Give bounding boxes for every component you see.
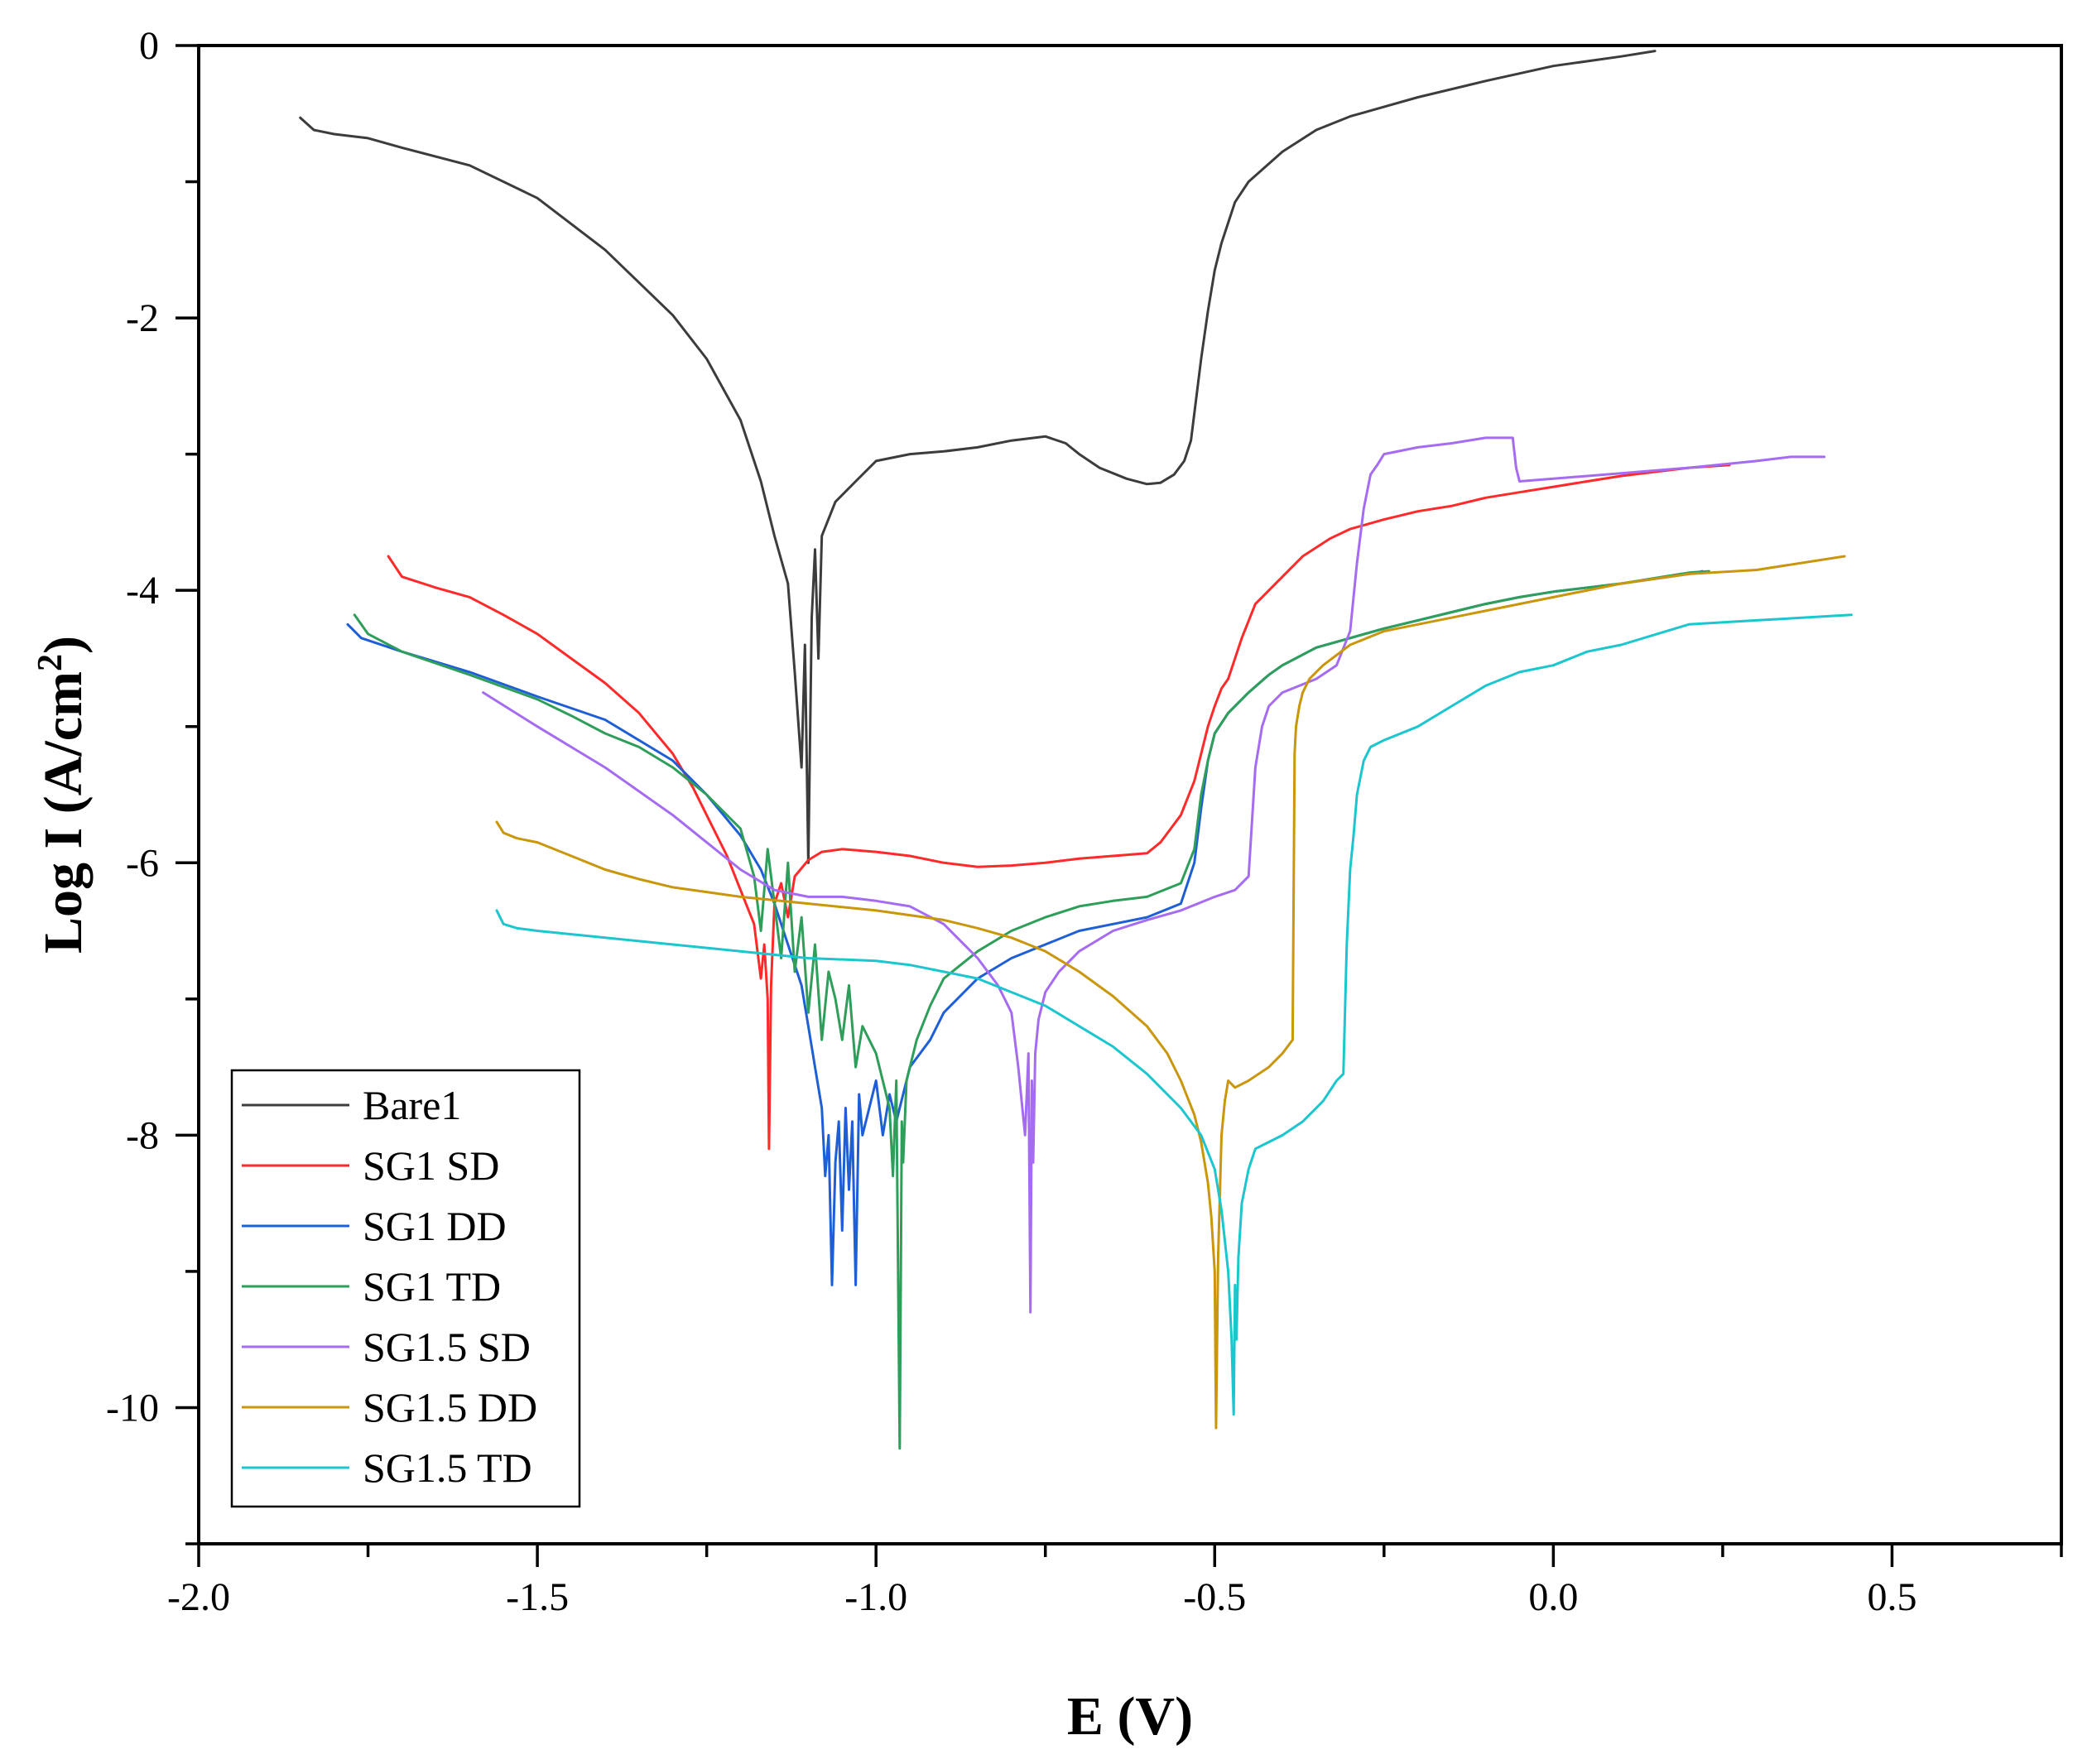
legend: Bare1 SG1 SD SG1 DD SG1 TD SG1.5 SD SG1.5 DD S… [230, 1069, 581, 1508]
legend-label: SG1.5 TD [363, 1444, 532, 1491]
y-tick-label: -6 [126, 841, 159, 885]
legend-label: SG1 DD [363, 1203, 507, 1249]
y-axis-title-main: Log I (A/cm [33, 671, 94, 954]
legend-label: SG1.5 SD [363, 1324, 531, 1370]
y-axis-title: Log I (A/cm2) [31, 636, 94, 954]
legend-label: SG1.5 DD [363, 1384, 537, 1430]
x-tick-label: -1.5 [506, 1575, 569, 1619]
legend-box [230, 1069, 581, 1508]
y-tick-label: -8 [126, 1113, 159, 1157]
legend-label: SG1 SD [363, 1142, 499, 1189]
x-axis-title: E (V) [1067, 1686, 1193, 1747]
x-tick-label: 0.0 [1528, 1575, 1578, 1619]
series-line-bare1 [299, 50, 1657, 864]
x-tick-label: -1.0 [844, 1575, 907, 1619]
x-tick-label: -0.5 [1183, 1575, 1246, 1619]
plot-frame [197, 44, 2063, 1545]
series-line-sg1-5-td [495, 613, 1853, 1416]
y-tick-label: -10 [106, 1386, 159, 1430]
series-line-sg1-5-dd [495, 555, 1846, 1430]
series-line-sg1-5-sd [482, 436, 1826, 1314]
x-tick-label: 0.5 [1867, 1575, 1916, 1619]
legend-label: Bare1 [363, 1082, 461, 1128]
series-line-sg1-td [353, 570, 1710, 1450]
series-layer [299, 50, 1853, 1450]
series-line-sg1-sd [387, 464, 1731, 1151]
legend-entries: Bare1 SG1 SD SG1 DD SG1 TD SG1.5 SD SG1.5 DD S… [242, 1082, 537, 1491]
x-axis-ticks: -2.0 -1.5 -1.0 -0.5 0.0 0.5 [167, 1544, 2063, 1619]
legend-label: SG1 TD [363, 1263, 501, 1310]
y-axis-ticks: 0 -2 -4 -6 -8 -10 [106, 24, 199, 1545]
y-axis-title-close: ) [33, 636, 94, 654]
y-tick-label: -2 [126, 296, 159, 340]
y-tick-label: -4 [126, 569, 159, 613]
y-axis-title-superscript: 2 [31, 654, 70, 671]
y-tick-label: 0 [139, 24, 159, 68]
x-tick-label: -2.0 [167, 1575, 230, 1619]
